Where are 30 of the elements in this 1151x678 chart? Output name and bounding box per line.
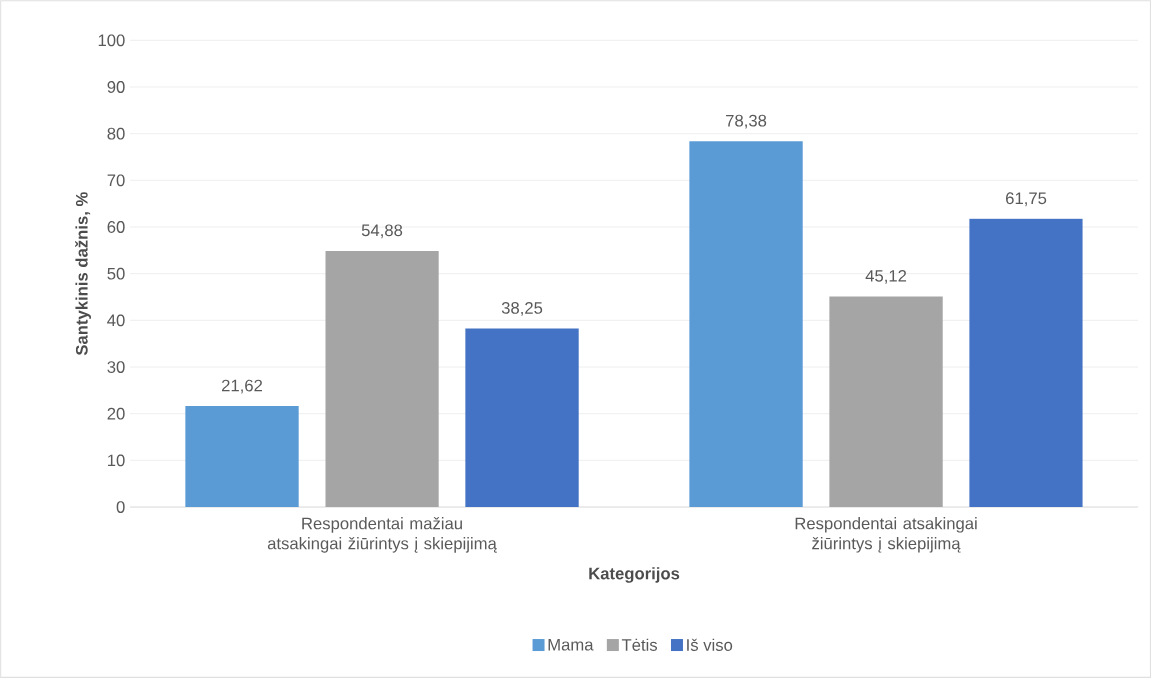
y-tick-label: 10 (108, 454, 125, 467)
data-label: 54,88 (361, 224, 403, 239)
y-tick-label: 0 (116, 501, 125, 513)
bar (689, 141, 803, 508)
legend-label: Mama (548, 638, 594, 651)
legend-label: Tėtis (621, 638, 658, 651)
data-label: 78,38 (726, 114, 767, 129)
y-tick-label: 90 (107, 81, 125, 93)
y-tick-label: 20 (107, 407, 125, 420)
data-label: 45,12 (865, 269, 907, 284)
x-axis-title: Kategorijos (589, 567, 680, 583)
x-tick-label: Respondentai atsakingai žiūrintys į skiepijimą (795, 517, 977, 553)
data-label: 38,25 (501, 302, 543, 316)
y-tick-label: 30 (107, 361, 125, 373)
data-label: 61,75 (1006, 192, 1047, 207)
y-tick-label: 50 (107, 267, 125, 280)
data-label: 21,62 (222, 379, 263, 394)
y-axis-title: Santykinis dažnis, % (75, 192, 91, 356)
y-tick-label: 60 (107, 221, 125, 233)
legend-label: Iš viso (687, 638, 733, 651)
bar (465, 328, 579, 508)
y-tick-label: 100 (98, 34, 125, 47)
bar (969, 218, 1083, 508)
bar (829, 296, 943, 508)
y-tick-label: 40 (107, 314, 125, 327)
y-tick-label: 70 (107, 174, 125, 187)
bar (185, 406, 299, 508)
x-tick-label: Respondentai mažiau atsakingai žiūrintys į skiepijimą (267, 517, 497, 553)
bar (325, 250, 439, 508)
y-tick-label: 80 (107, 127, 125, 140)
